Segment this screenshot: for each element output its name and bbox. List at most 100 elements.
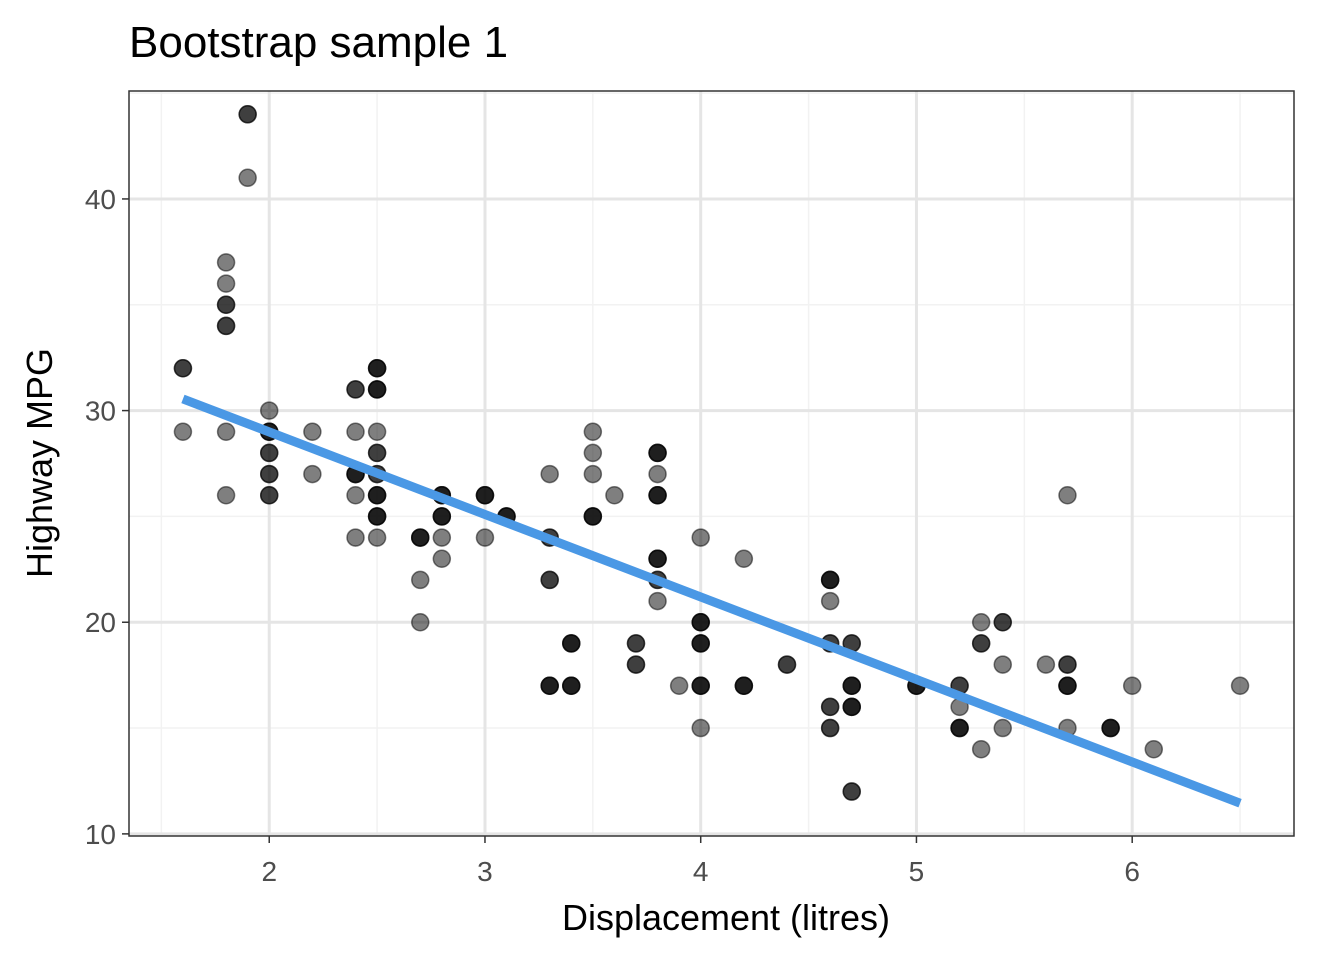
data-point <box>691 612 710 632</box>
x-tick-label: 6 <box>1124 856 1140 887</box>
data-point <box>583 422 603 442</box>
data-point <box>691 676 710 695</box>
data-point <box>626 655 646 674</box>
x-tick-label: 5 <box>909 856 925 887</box>
data-point <box>971 612 991 632</box>
data-point <box>562 634 581 653</box>
chart-title: Bootstrap sample 1 <box>129 18 508 67</box>
data-point <box>1144 739 1164 759</box>
data-point <box>303 464 322 484</box>
data-point <box>367 528 387 547</box>
data-point <box>842 782 861 801</box>
data-point <box>303 422 322 442</box>
data-point <box>820 591 840 611</box>
data-point <box>950 718 969 738</box>
data-point <box>432 507 452 526</box>
data-point <box>820 570 840 590</box>
y-tick-label: 30 <box>85 396 116 427</box>
data-point <box>1058 655 1077 674</box>
data-point <box>346 528 365 547</box>
data-point <box>367 507 387 526</box>
data-point <box>1058 485 1077 505</box>
data-point <box>432 528 452 547</box>
data-point <box>216 295 236 315</box>
x-axis-title: Displacement (litres) <box>562 897 890 938</box>
data-point <box>367 422 387 442</box>
data-point <box>691 528 710 547</box>
data-point <box>691 634 710 653</box>
data-point <box>411 570 430 590</box>
y-axis-title: Highway MPG <box>19 348 60 578</box>
data-point <box>648 549 667 568</box>
data-point <box>346 422 365 442</box>
data-point <box>648 464 667 484</box>
data-point <box>540 464 559 484</box>
regression-line <box>181 394 1242 808</box>
data-point <box>475 528 495 547</box>
data-point <box>648 591 667 611</box>
data-point <box>346 485 365 505</box>
data-point <box>734 549 754 568</box>
major-gridlines <box>129 91 1294 836</box>
data-point <box>605 485 624 505</box>
panel-background <box>129 91 1294 836</box>
data-point <box>367 485 387 505</box>
x-tick-label: 3 <box>477 856 493 887</box>
data-point <box>669 676 689 695</box>
data-point <box>993 655 1012 674</box>
data-point <box>259 485 279 505</box>
data-point <box>238 168 257 188</box>
data-point <box>411 528 430 547</box>
data-point <box>583 443 603 463</box>
data-point <box>583 464 603 484</box>
data-point <box>259 464 279 484</box>
data-point <box>648 485 667 505</box>
panel-border <box>128 90 1295 837</box>
data-point <box>173 359 193 378</box>
data-point <box>216 316 236 336</box>
data-point <box>238 105 257 124</box>
data-point <box>777 655 797 674</box>
data-point <box>216 253 236 272</box>
data-point <box>562 676 581 695</box>
data-point <box>648 443 667 463</box>
data-point <box>971 634 991 653</box>
data-point <box>432 549 452 568</box>
data-point <box>540 570 559 590</box>
data-point <box>346 380 365 399</box>
plot-panel <box>129 91 1294 836</box>
data-point <box>259 401 279 420</box>
data-point <box>367 359 387 378</box>
data-point <box>216 422 236 442</box>
data-point <box>173 422 193 442</box>
data-point <box>820 697 840 717</box>
data-point <box>734 676 754 695</box>
data-point <box>971 739 991 759</box>
y-tick-label: 40 <box>85 184 116 215</box>
data-point <box>1058 676 1077 695</box>
regression-line-group <box>181 394 1242 808</box>
data-point <box>367 380 387 399</box>
x-tick-label: 4 <box>693 856 709 887</box>
data-point <box>583 507 603 526</box>
panel-border-group <box>128 90 1295 837</box>
y-tick-label: 20 <box>85 607 116 638</box>
y-tick-label: 10 <box>85 819 116 850</box>
data-point <box>411 612 430 632</box>
data-point <box>626 634 646 653</box>
data-point <box>993 612 1012 632</box>
y-axis: 10 20 30 40 <box>85 184 129 850</box>
data-point <box>1122 676 1142 695</box>
data-point <box>540 676 559 695</box>
data-point <box>993 718 1012 738</box>
data-point <box>842 676 861 695</box>
x-tick-label: 2 <box>261 856 277 887</box>
data-points <box>173 105 1250 801</box>
data-point <box>1230 676 1250 695</box>
data-point <box>1036 655 1056 674</box>
x-axis: 2 3 4 5 6 <box>261 836 1140 887</box>
minor-gridlines <box>129 91 1294 836</box>
data-point <box>216 274 236 293</box>
data-point <box>475 485 495 505</box>
